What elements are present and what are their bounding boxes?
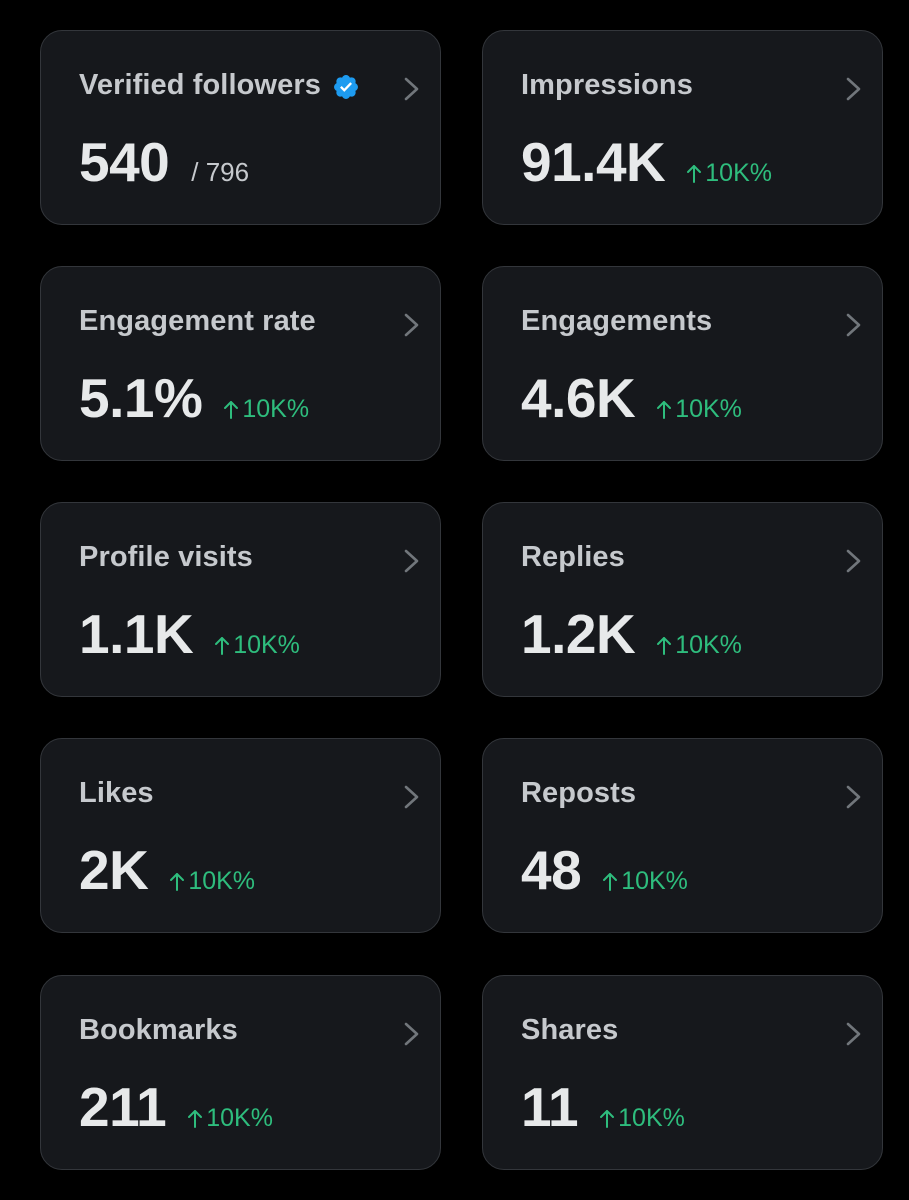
card-title-label: Reposts xyxy=(521,777,637,809)
engagements-card[interactable]: Engagements 4.6K 10K% xyxy=(482,266,883,461)
metric-change-label: 10K% xyxy=(675,395,742,423)
metric-value: 211 xyxy=(79,1076,167,1138)
card-title-label: Profile visits xyxy=(79,541,253,573)
metric-change-label: 10K% xyxy=(705,159,772,187)
metric-change: 10K% xyxy=(656,395,742,424)
metric-value: 48 xyxy=(521,839,582,901)
reposts-card[interactable]: Reposts 48 10K% xyxy=(482,738,883,933)
metric-value: 1.1K xyxy=(79,603,194,665)
card-title: Reposts xyxy=(521,777,636,810)
metric-change: 10K% xyxy=(599,1104,685,1133)
card-title-label: Impressions xyxy=(521,69,693,101)
metric-change-label: 10K% xyxy=(675,631,742,659)
metric-total: / 796 xyxy=(191,157,250,187)
metric-value-row: 2K 10K% xyxy=(79,843,255,898)
arrow-up-icon xyxy=(169,869,185,891)
card-title: Likes xyxy=(79,777,154,810)
metric-change: 10K% xyxy=(602,867,688,896)
card-title: Shares xyxy=(521,1014,618,1047)
metric-value-row: 540 / 796 xyxy=(79,135,249,190)
metric-value: 5.1% xyxy=(79,367,203,429)
metric-value: 11 xyxy=(521,1076,579,1138)
metric-value-row: 5.1% 10K% xyxy=(79,371,309,426)
metric-value: 4.6K xyxy=(521,367,636,429)
metric-change-label: 10K% xyxy=(233,631,300,659)
arrow-up-icon xyxy=(223,397,239,419)
card-title: Verified followers xyxy=(79,69,360,102)
chevron-right-icon xyxy=(401,311,423,339)
arrow-up-icon xyxy=(599,1106,615,1128)
card-title-label: Engagement rate xyxy=(79,305,316,337)
verified-badge-icon xyxy=(332,73,360,101)
metric-change-label: 10K% xyxy=(206,1104,273,1132)
metric-change: 10K% xyxy=(686,159,772,188)
verified-followers-card[interactable]: Verified followers 540 / 796 xyxy=(40,30,441,225)
profile-visits-card[interactable]: Profile visits 1.1K 10K% xyxy=(40,502,441,697)
chevron-right-icon xyxy=(401,75,423,103)
metric-value: 2K xyxy=(79,839,149,901)
card-title: Replies xyxy=(521,541,625,574)
arrow-up-icon xyxy=(686,161,702,183)
metric-value-row: 91.4K 10K% xyxy=(521,135,772,190)
metric-change-label: 10K% xyxy=(621,867,688,895)
chevron-right-icon xyxy=(843,783,865,811)
card-title: Bookmarks xyxy=(79,1014,238,1047)
metric-value-row: 11 10K% xyxy=(521,1080,685,1135)
card-title: Profile visits xyxy=(79,541,253,574)
card-title-label: Verified followers xyxy=(79,69,321,101)
metric-value: 1.2K xyxy=(521,603,636,665)
metric-value: 540 xyxy=(79,131,170,193)
impressions-card[interactable]: Impressions 91.4K 10K% xyxy=(482,30,883,225)
chevron-right-icon xyxy=(843,547,865,575)
chevron-right-icon xyxy=(401,1020,423,1048)
card-title: Engagements xyxy=(521,305,712,338)
metric-value-row: 1.2K 10K% xyxy=(521,607,742,662)
metric-value-row: 48 10K% xyxy=(521,843,688,898)
arrow-up-icon xyxy=(602,869,618,891)
card-title-label: Likes xyxy=(79,777,154,809)
card-title-label: Engagements xyxy=(521,305,713,337)
card-title-label: Replies xyxy=(521,541,625,573)
arrow-up-icon xyxy=(214,633,230,655)
metric-value-row: 211 10K% xyxy=(79,1080,273,1135)
metric-value-row: 1.1K 10K% xyxy=(79,607,300,662)
metric-change: 10K% xyxy=(223,395,309,424)
metric-value: 91.4K xyxy=(521,131,666,193)
metric-change-label: 10K% xyxy=(188,867,256,895)
arrow-up-icon xyxy=(656,633,672,655)
card-title-label: Shares xyxy=(521,1014,619,1046)
bookmarks-card[interactable]: Bookmarks 211 10K% xyxy=(40,975,441,1170)
card-title: Engagement rate xyxy=(79,305,316,338)
engagement-rate-card[interactable]: Engagement rate 5.1% 10K% xyxy=(40,266,441,461)
card-title: Impressions xyxy=(521,69,693,102)
metric-change: 10K% xyxy=(187,1104,273,1133)
chevron-right-icon xyxy=(843,311,865,339)
card-title-label: Bookmarks xyxy=(79,1014,238,1046)
likes-card[interactable]: Likes 2K 10K% xyxy=(40,738,441,933)
replies-card[interactable]: Replies 1.2K 10K% xyxy=(482,502,883,697)
chevron-right-icon xyxy=(843,1020,865,1048)
metric-change-label: 10K% xyxy=(618,1104,685,1132)
shares-card[interactable]: Shares 11 10K% xyxy=(482,975,883,1170)
chevron-right-icon xyxy=(401,547,423,575)
metric-change: 10K% xyxy=(656,631,742,660)
metric-change-label: 10K% xyxy=(242,395,310,423)
metric-value-row: 4.6K 10K% xyxy=(521,371,742,426)
metric-change: 10K% xyxy=(214,631,300,660)
arrow-up-icon xyxy=(187,1106,203,1128)
chevron-right-icon xyxy=(401,783,423,811)
arrow-up-icon xyxy=(656,397,672,419)
metric-change: 10K% xyxy=(169,867,255,896)
chevron-right-icon xyxy=(843,75,865,103)
